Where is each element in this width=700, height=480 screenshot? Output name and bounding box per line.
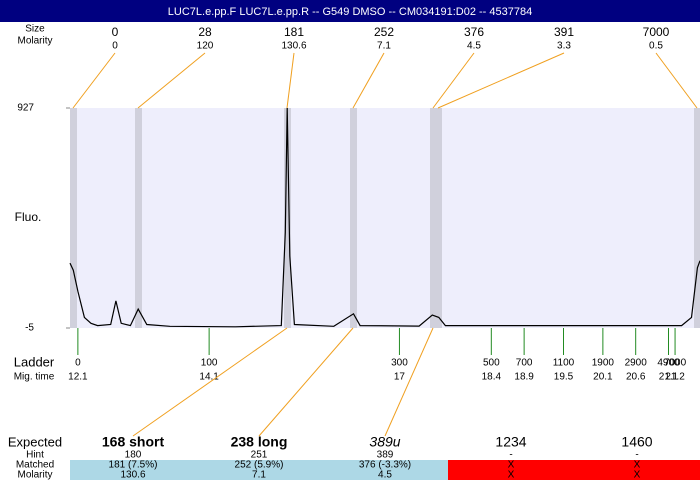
peak-band	[694, 108, 700, 328]
ladder-size: 100	[201, 358, 218, 369]
peak-molarity: 0.5	[649, 41, 663, 52]
peak-connector	[72, 52, 116, 109]
peak-molarity: 130.6	[281, 41, 306, 52]
match-connector	[258, 327, 354, 437]
peak-connector	[437, 52, 565, 109]
molarity-label: Molarity	[17, 36, 52, 47]
ladder-size: 7000	[664, 358, 687, 369]
y-axis-label: Fluo.	[15, 210, 42, 224]
hint: -	[635, 450, 638, 461]
peak-connector	[655, 52, 698, 109]
hint: 180	[125, 450, 142, 461]
peak-molarity: 0	[112, 41, 118, 52]
peak-size: 28	[198, 25, 212, 39]
peak-molarity: 120	[197, 41, 214, 52]
title: LUC7L.e.pp.F LUC7L.e.pp.R -- G549 DMSO -…	[168, 6, 532, 18]
peak-band	[284, 108, 291, 328]
match-cell	[196, 460, 322, 480]
matched-molarity: X	[634, 470, 641, 480]
y-tick-label: -5	[25, 323, 34, 334]
mig-time-label: Mig. time	[14, 372, 55, 383]
match-cell	[448, 460, 574, 480]
peak-connector	[432, 52, 475, 109]
peak-size: 376	[464, 25, 484, 39]
peak-band	[350, 108, 357, 328]
matched-molarity: 130.6	[120, 470, 145, 480]
x-tick-label: 14.1	[199, 372, 219, 383]
matched-molarity: X	[508, 470, 515, 480]
x-tick-label: 19.5	[554, 372, 574, 383]
peak-molarity: 7.1	[377, 41, 391, 52]
y-tick-label: 927	[17, 103, 34, 114]
x-tick-label: 21.1	[659, 372, 679, 383]
x-tick-label: 12.1	[68, 372, 88, 383]
ladder-size: 500	[483, 358, 500, 369]
matched: 376 (-3.3%)	[359, 460, 411, 471]
peak-band	[70, 108, 77, 328]
match-connector	[132, 327, 288, 437]
match-connector	[384, 327, 434, 437]
matched: 252 (5.9%)	[235, 460, 284, 471]
size-label: Size	[25, 24, 45, 35]
matched-molarity: 4.5	[378, 470, 392, 480]
ladder-size: 700	[516, 358, 533, 369]
peak-band	[135, 108, 142, 328]
ladder-size: 300	[391, 358, 408, 369]
peak-size: 252	[374, 25, 394, 39]
peak-molarity: 4.5	[467, 41, 481, 52]
expected: 389u	[369, 434, 400, 450]
matched-molarity: 7.1	[252, 470, 266, 480]
matched: 181 (7.5%)	[109, 460, 158, 471]
peak-molarity: 3.3	[557, 41, 571, 52]
peak-connector	[352, 52, 385, 109]
hint: -	[509, 450, 512, 461]
ladder-size: 0	[75, 358, 81, 369]
title-bar	[0, 0, 700, 22]
matched: X	[634, 460, 641, 471]
x-tick-label: 18.9	[514, 372, 534, 383]
ladder-label: Ladder	[14, 354, 55, 369]
x-tick-label: 20.6	[626, 372, 646, 383]
peak-size: 7000	[643, 25, 670, 39]
plot-area	[70, 108, 700, 328]
match-cell	[322, 460, 448, 480]
expected: 168 short	[102, 434, 165, 450]
ladder-size: 1100	[553, 358, 575, 369]
peak-connector	[286, 52, 295, 109]
match-cell	[70, 460, 196, 480]
peak-band	[435, 108, 442, 328]
peak-size: 391	[554, 25, 574, 39]
expected: 238 long	[231, 434, 288, 450]
hint: 389	[377, 450, 394, 461]
row-label: Expected	[8, 434, 62, 449]
expected: 1460	[621, 434, 652, 450]
row-label: Matched	[16, 460, 54, 471]
x-tick-label: 17	[394, 372, 406, 383]
match-cell	[574, 460, 700, 480]
row-label: Molarity	[17, 470, 52, 480]
trace	[69, 107, 700, 328]
expected: 1234	[495, 434, 526, 450]
peak-size: 0	[112, 25, 119, 39]
matched: X	[508, 460, 515, 471]
peak-connector	[137, 52, 206, 109]
hint: 251	[251, 450, 268, 461]
row-label: Hint	[26, 450, 44, 461]
ladder-size: 2900	[625, 358, 648, 369]
x-tick-label: 20.1	[593, 372, 613, 383]
x-tick-label: 21.2	[665, 372, 685, 383]
peak-size: 181	[284, 25, 304, 39]
ladder-size: 1900	[592, 358, 615, 369]
ladder-size: 4900	[657, 358, 680, 369]
x-tick-label: 18.4	[482, 372, 502, 383]
